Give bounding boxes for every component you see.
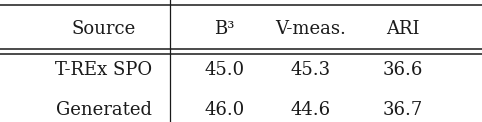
Text: 46.0: 46.0 (204, 101, 244, 119)
Text: T-REx SPO: T-REx SPO (55, 61, 152, 79)
Text: Generated: Generated (55, 101, 152, 119)
Text: Source: Source (71, 20, 136, 38)
Text: 36.7: 36.7 (382, 101, 423, 119)
Text: V-meas.: V-meas. (275, 20, 347, 38)
Text: 45.0: 45.0 (204, 61, 244, 79)
Text: 36.6: 36.6 (382, 61, 423, 79)
Text: B³: B³ (214, 20, 234, 38)
Text: ARI: ARI (386, 20, 419, 38)
Text: 44.6: 44.6 (291, 101, 331, 119)
Text: 45.3: 45.3 (291, 61, 331, 79)
